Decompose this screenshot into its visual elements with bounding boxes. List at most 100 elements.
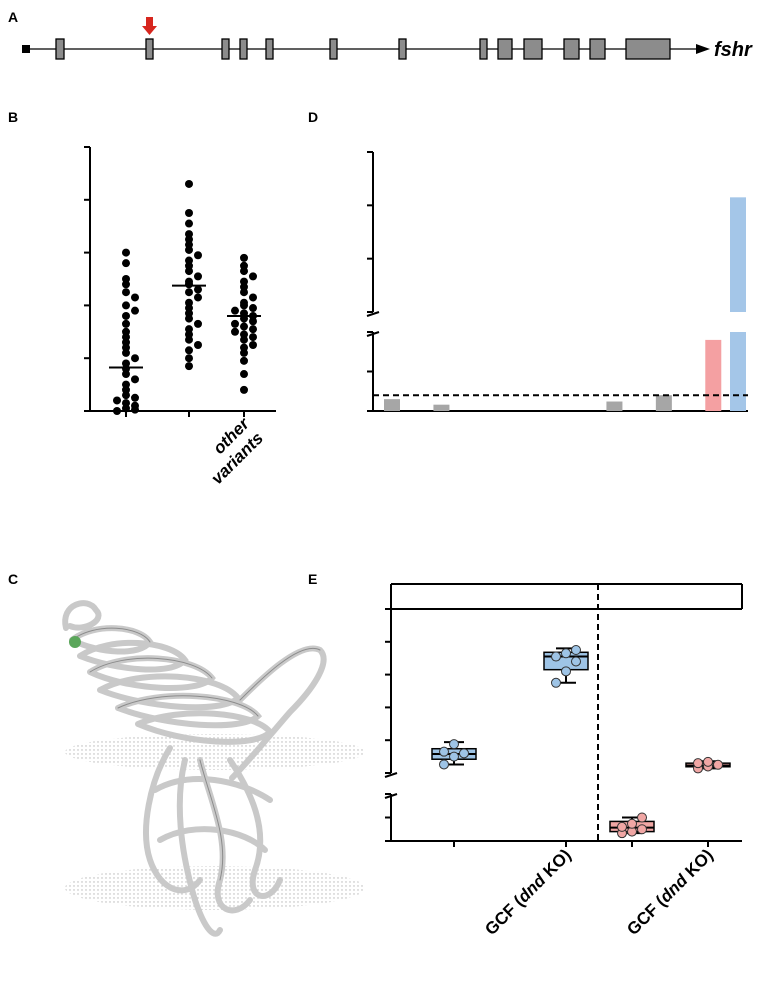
b-data-point xyxy=(122,301,130,310)
e-data-point xyxy=(551,651,561,662)
exon-9 xyxy=(497,38,513,60)
b-data-point xyxy=(194,319,202,328)
b-data-point xyxy=(231,306,239,315)
gene-start-marker xyxy=(22,45,30,53)
b-data-point xyxy=(185,288,193,297)
e-data-point xyxy=(617,821,627,832)
e-data-point xyxy=(571,656,581,667)
e-data-point xyxy=(693,758,703,769)
e-data-point xyxy=(637,824,647,835)
b-data-point xyxy=(185,280,193,289)
b-data-point xyxy=(194,285,202,294)
b-data-point xyxy=(131,306,139,315)
b-data-point xyxy=(122,404,130,413)
tissue-expression-chart xyxy=(366,151,748,412)
b-data-point xyxy=(249,341,257,349)
b-data-point xyxy=(185,354,193,363)
b-data-point xyxy=(131,354,139,363)
d-axis-break-mark-lower xyxy=(366,331,380,337)
d-bar xyxy=(730,332,746,411)
b-data-point xyxy=(185,219,193,228)
e-data-point xyxy=(703,756,713,767)
gene-direction-arrowhead xyxy=(696,44,710,54)
b-data-point xyxy=(249,272,257,281)
e-axis-break-mark-upper xyxy=(384,772,398,778)
b-data-point xyxy=(131,293,139,302)
e-data-point xyxy=(449,739,459,750)
b-data-point xyxy=(240,267,248,276)
sex-expression-boxplot: GCF (dnd KO) GCF (dnd KO) xyxy=(384,583,743,939)
e-data-point xyxy=(439,746,449,757)
b-data-point xyxy=(249,317,257,326)
b-data-point xyxy=(113,396,121,405)
b-data-point xyxy=(185,346,193,355)
exon-3 xyxy=(221,38,230,60)
e-data-point xyxy=(571,645,581,655)
exon-8 xyxy=(479,38,488,60)
d-bar xyxy=(705,339,722,411)
b-data-point xyxy=(185,362,193,371)
exon-7 xyxy=(398,38,407,60)
gene-name-label: fshr xyxy=(714,39,753,61)
b-data-point xyxy=(240,370,248,379)
exon-13 xyxy=(625,38,671,60)
b-data-point xyxy=(122,288,130,297)
b-data-point xyxy=(249,333,257,342)
b-data-point xyxy=(249,293,257,302)
b-category-label-other-variants: othervariants xyxy=(193,413,268,488)
panel-label-b: B xyxy=(8,109,18,125)
panel-label-d: D xyxy=(308,109,318,125)
b-data-point xyxy=(185,335,193,344)
b-data-point xyxy=(122,259,130,268)
e-category-label-gcf: GCF (dnd KO) xyxy=(481,845,575,939)
exon-6 xyxy=(329,38,338,60)
b-data-point xyxy=(122,248,130,257)
b-data-point xyxy=(249,325,257,334)
b-data-point xyxy=(240,335,248,344)
b-data-point xyxy=(240,356,248,365)
b-data-point xyxy=(131,405,139,414)
membrane-plane-upper xyxy=(65,734,365,770)
d-bar-upper xyxy=(730,197,746,312)
b-data-point xyxy=(122,280,130,289)
e-data-point xyxy=(449,751,459,762)
b-data-point xyxy=(240,253,248,262)
exon-12 xyxy=(589,38,606,60)
e-data-point xyxy=(551,677,561,688)
exon-5 xyxy=(265,38,274,60)
b-data-point xyxy=(131,393,139,402)
b-data-point xyxy=(194,293,202,302)
protein-ribbon-shading xyxy=(71,627,321,881)
e-data-point xyxy=(561,666,571,677)
mutation-site-arrow-icon xyxy=(142,17,157,35)
b-data-point xyxy=(249,304,257,313)
b-data-point xyxy=(240,385,248,394)
panel-label-c: C xyxy=(8,571,18,587)
d-axis-break-mark-upper xyxy=(366,311,380,317)
b-data-point xyxy=(113,407,121,415)
b-data-point xyxy=(122,348,130,357)
b-data-point xyxy=(122,311,130,320)
b-data-point xyxy=(185,314,193,323)
exon-11 xyxy=(563,38,580,60)
d-bar xyxy=(655,395,672,411)
gene-structure-panel: fshr xyxy=(22,17,753,61)
b-data-point xyxy=(185,179,193,188)
d-bar xyxy=(433,404,450,411)
b-data-point xyxy=(240,301,248,310)
variant-frequency-chart: othervariants xyxy=(84,146,276,488)
panel-label-a: A xyxy=(8,9,18,25)
membrane-plane-lower xyxy=(65,866,365,910)
exon-group xyxy=(55,38,671,60)
e-data-point xyxy=(561,648,571,659)
b-data-point xyxy=(185,245,193,254)
b-data-point xyxy=(185,267,193,276)
d-bar xyxy=(606,401,623,411)
exon-4 xyxy=(239,38,248,60)
highlighted-residue xyxy=(69,636,81,648)
b-data-point xyxy=(231,327,239,336)
b-data-point xyxy=(194,272,202,281)
protein-structure-illustration xyxy=(62,600,365,937)
b-data-point xyxy=(240,288,248,297)
